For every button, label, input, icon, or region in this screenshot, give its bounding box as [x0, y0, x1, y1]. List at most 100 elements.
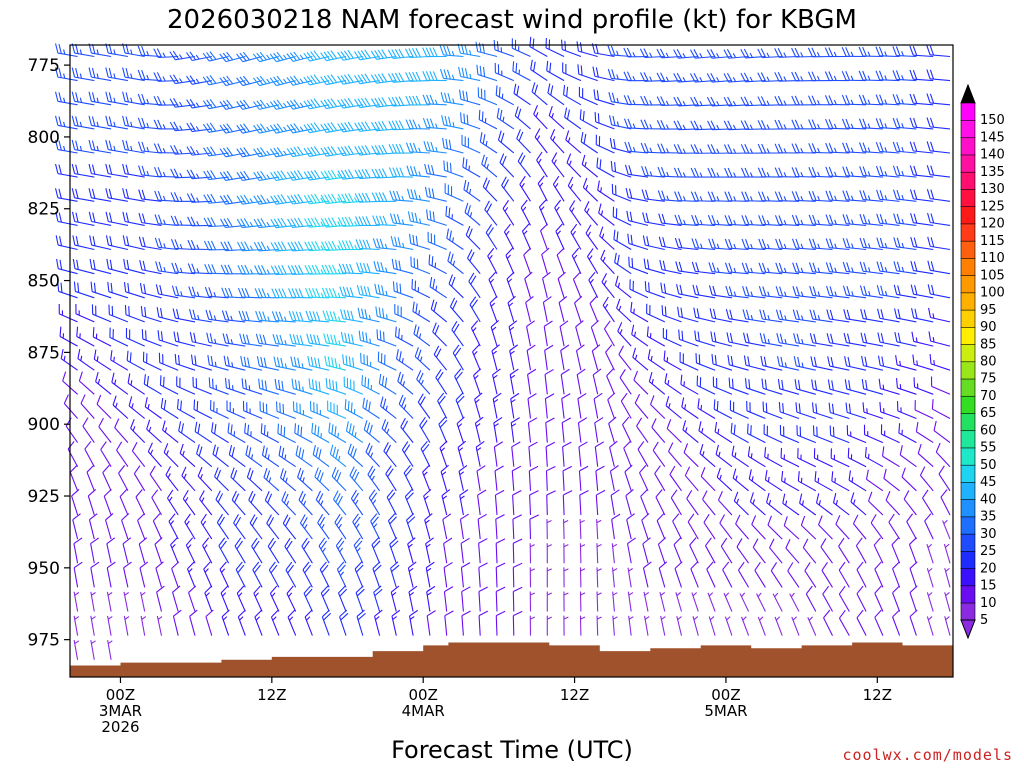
- wind-barb: [670, 489, 682, 516]
- wind-barb: [478, 109, 498, 130]
- wind-barb: [603, 320, 615, 347]
- wind-barb: [77, 348, 95, 371]
- wind-barb: [271, 288, 296, 299]
- wind-barb: [105, 115, 128, 130]
- wind-barb: [529, 514, 540, 540]
- wind-barb: [297, 467, 313, 492]
- wind-barb: [865, 469, 884, 492]
- wind-barb: [105, 188, 128, 202]
- wind-barb: [620, 392, 632, 419]
- wind-barb: [911, 308, 934, 323]
- wind-barb: [828, 402, 850, 420]
- colorbar-swatch: [960, 533, 976, 552]
- wind-barb: [288, 288, 313, 299]
- wind-barb: [179, 443, 196, 468]
- wind-barb: [764, 470, 783, 492]
- wind-barb: [708, 238, 732, 251]
- wind-barb: [875, 165, 900, 178]
- colorbar-legend: 5 10 15 20 25 30 35 40 45 50 55 60 65 70 75 80 85 90 95 100…: [960, 83, 1005, 640]
- colorbar-tick-label: 135: [980, 165, 1005, 180]
- wind-barb: [277, 423, 296, 444]
- wind-barb: [592, 66, 615, 82]
- wind-barb: [681, 397, 699, 419]
- colorbar-swatch: [960, 206, 976, 225]
- wind-barb: [107, 281, 129, 299]
- wind-barb: [595, 465, 605, 491]
- wind-barb: [781, 471, 800, 492]
- wind-barb: [424, 163, 447, 178]
- wind-barb: [63, 394, 79, 419]
- wind-barb: [659, 259, 682, 275]
- wind-barb: [574, 295, 583, 323]
- wind-barb: [182, 489, 196, 516]
- wind-barb: [264, 491, 280, 516]
- wind-barb: [824, 71, 850, 82]
- wind-barb: [253, 194, 279, 205]
- wind-barb: [269, 147, 296, 158]
- wind-barb: [236, 99, 263, 110]
- wind-barb: [475, 440, 485, 467]
- wind-barb: [894, 332, 917, 347]
- wind-barb: [894, 308, 917, 323]
- wind-barb: [758, 286, 783, 299]
- wind-barb: [582, 177, 599, 202]
- wind-barb: [707, 592, 716, 612]
- wind-barb: [487, 247, 498, 274]
- wind-barb: [607, 392, 616, 419]
- wind-barb: [309, 400, 330, 420]
- wind-barb: [350, 489, 364, 516]
- wind-barb: [927, 212, 951, 226]
- wind-barb: [546, 567, 552, 588]
- wind-barb: [282, 514, 297, 540]
- wind-barb: [490, 320, 499, 347]
- wind-barb: [286, 123, 313, 134]
- wind-barb: [644, 281, 665, 299]
- wind-barb: [808, 119, 833, 130]
- wind-barb: [122, 537, 132, 564]
- wind-barb: [440, 92, 464, 106]
- wind-barb: [122, 139, 145, 154]
- wind-barb: [140, 591, 146, 612]
- wind-barb: [772, 592, 783, 612]
- wind-barb: [758, 262, 783, 275]
- wind-barb: [704, 537, 716, 564]
- wind-barb: [690, 561, 699, 588]
- x-tick-label: 2026: [101, 718, 139, 736]
- wind-barb: [422, 94, 447, 106]
- wind-barb: [80, 394, 95, 419]
- colorbar-swatch: [960, 154, 976, 173]
- colorbar-tick-label: 95: [980, 303, 997, 318]
- wind-barb: [774, 191, 800, 202]
- wind-barb: [493, 441, 504, 467]
- wind-barb: [337, 121, 363, 133]
- wind-barb: [259, 401, 280, 420]
- wind-barb: [512, 586, 523, 612]
- wind-barb: [926, 93, 951, 106]
- wind-barb: [205, 609, 214, 636]
- wind-barb: [159, 375, 179, 395]
- wind-barb: [826, 285, 850, 299]
- wind-barb: [626, 513, 635, 540]
- wind-barb: [407, 561, 417, 588]
- wind-barb: [202, 75, 229, 86]
- wind-barb: [774, 616, 783, 636]
- wind-barb: [122, 163, 145, 178]
- wind-barb: [576, 41, 598, 58]
- y-tick-label: 975: [28, 631, 60, 651]
- wind-barb: [543, 320, 553, 347]
- wind-barb: [494, 489, 505, 516]
- wind-barb: [674, 214, 699, 226]
- wind-barb: [686, 489, 699, 516]
- wind-barb: [723, 49, 749, 59]
- wind-barb: [576, 368, 586, 395]
- wind-barb: [103, 488, 112, 516]
- wind-barb: [59, 326, 78, 347]
- x-tick-label: 12Z: [257, 686, 286, 704]
- wind-barb: [190, 354, 212, 371]
- wind-barb: [813, 448, 833, 468]
- wind-barb: [643, 591, 650, 612]
- colorbar-swatch: [960, 309, 976, 328]
- x-tick-label: 4MAR: [402, 702, 445, 720]
- wind-barb: [623, 440, 632, 467]
- wind-barb: [430, 299, 448, 323]
